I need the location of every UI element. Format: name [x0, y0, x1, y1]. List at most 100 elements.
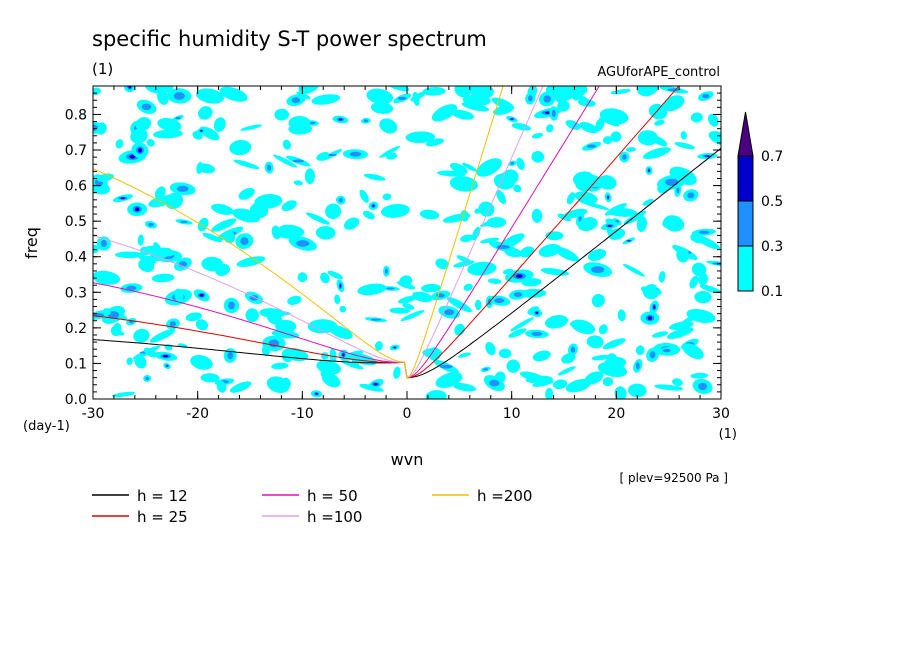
contour-blob [586, 335, 604, 349]
contour-blob [439, 364, 453, 369]
colorbar-segment [737, 245, 754, 292]
contour-blob [476, 158, 502, 177]
colorbar-segment [737, 155, 754, 202]
contour-blob [698, 382, 708, 391]
contour-blob [622, 154, 627, 160]
x-tick-label: 30 [712, 406, 730, 422]
contour-blob [451, 109, 475, 120]
contour-blob [435, 258, 449, 270]
contour-blob [444, 309, 455, 316]
contour-blob [341, 360, 364, 370]
contour-blob [604, 203, 627, 216]
contour-blob [591, 266, 605, 273]
contour-blob [315, 226, 336, 240]
contour-blob [175, 116, 181, 120]
contour-blob [602, 136, 613, 145]
contour-blob [501, 169, 519, 186]
contour-blob [595, 118, 605, 132]
contour-blob [555, 91, 565, 103]
contour-blob [298, 86, 308, 95]
contour-blob [287, 295, 302, 305]
contour-blob [662, 348, 671, 353]
contour-blob [199, 293, 204, 297]
contour-blob [282, 139, 292, 150]
contour-blob [393, 346, 396, 349]
contour-blob [508, 328, 527, 338]
contour-blob [190, 355, 213, 370]
contour-blob [274, 108, 289, 121]
contour-blob [296, 91, 311, 100]
contour-blob [676, 186, 680, 194]
contour-blob [359, 189, 369, 203]
contour-blob [654, 119, 665, 126]
contour-blob [342, 353, 345, 357]
y-tick-label: 0.7 [65, 143, 87, 159]
contour-blob [288, 123, 313, 135]
contour-blob [636, 86, 658, 97]
contour-blob [610, 131, 622, 142]
contour-blob [649, 134, 668, 147]
contour-blob [463, 283, 473, 291]
contour-blob [606, 353, 618, 364]
x-tick-label: -10 [291, 406, 314, 422]
contour-blob [229, 381, 252, 393]
contour-blob [579, 121, 598, 134]
colorbar-segment [737, 200, 754, 247]
contour-blob [240, 237, 249, 246]
contour-blob [676, 247, 690, 263]
contour-blob [213, 117, 226, 132]
contour-blob [557, 366, 576, 376]
contour-blob [531, 150, 545, 163]
contour-blob [326, 153, 337, 157]
contour-blob [691, 262, 707, 277]
contour-blob [157, 118, 182, 132]
contour-blob [267, 164, 272, 171]
curve-h-200 [93, 86, 504, 379]
contour-blob [657, 183, 669, 194]
contour-blob [587, 144, 597, 148]
contour-blob [281, 377, 291, 389]
contour-blob [147, 248, 172, 262]
contour-blob [599, 108, 629, 125]
y-axis-label: freq [22, 227, 41, 259]
contour-blob [338, 118, 343, 121]
contour-blob [339, 305, 347, 313]
colorbar-label: 0.3 [761, 239, 783, 255]
contour-blob [366, 88, 394, 105]
contour-blob [674, 142, 696, 150]
axis-ticks: -30 -20 -10 0 10 20 30 0.0 0.1 0.2 0.3 0.4 0.5 0.6 0.7… [65, 86, 730, 422]
contour-blob [658, 271, 666, 283]
contour-blob [236, 256, 266, 267]
contour-blob [546, 124, 554, 133]
contour-blob [271, 330, 300, 339]
contour-blob [137, 234, 144, 246]
contour-blob [329, 348, 337, 364]
contour-blob [496, 189, 506, 205]
contour-blob [446, 297, 472, 313]
contour-blob [211, 203, 234, 215]
contour-blob [385, 152, 398, 160]
contour-blob [528, 95, 533, 102]
contour-blob [419, 209, 440, 220]
contour-blob [374, 341, 383, 351]
contour-blob [456, 255, 473, 264]
y-tick-label: 0.0 [65, 392, 87, 408]
contour-blob [216, 380, 227, 393]
contour-blob [543, 95, 551, 103]
contour-blob [487, 278, 502, 284]
contour-blob [402, 303, 415, 310]
contour-blob [608, 228, 626, 240]
contour-blob [474, 299, 482, 311]
contour-blob [535, 311, 539, 314]
contour-blob [348, 353, 377, 366]
contour-blob [552, 379, 568, 390]
x-axis-label: wvn [391, 450, 424, 469]
contour-blob [259, 308, 286, 318]
contour-blob [339, 284, 342, 288]
level-note: [ plev=92500 Pa ] [619, 471, 728, 485]
contour-blob [200, 373, 220, 383]
contour-blob [379, 118, 398, 134]
contour-blob [363, 173, 386, 181]
contour-blob [211, 218, 237, 232]
